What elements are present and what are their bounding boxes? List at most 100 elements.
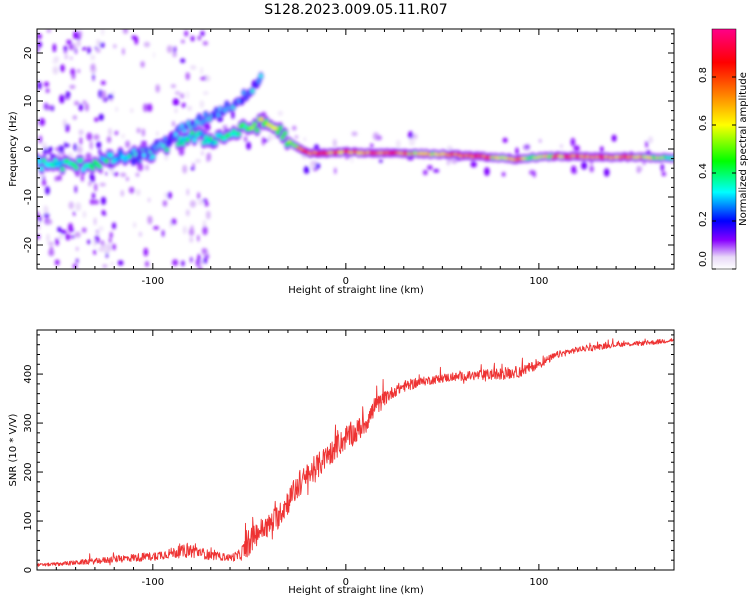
spectrogram-noise-blob bbox=[46, 29, 51, 33]
spectrogram-energy bbox=[37, 29, 674, 269]
spectrogram-noise-blob bbox=[122, 48, 125, 55]
spectrogram-noise-blob bbox=[660, 163, 664, 172]
snr-frame bbox=[36, 329, 675, 571]
spectrogram-noise-blob bbox=[433, 169, 440, 173]
spectrogram-noise-blob bbox=[502, 137, 508, 143]
spectrogram-noise-blob bbox=[62, 151, 65, 157]
spectrogram-ridge-blob bbox=[37, 159, 42, 165]
spectrogram-noise-blob bbox=[136, 127, 141, 134]
spectrogram-noise-blob bbox=[91, 63, 96, 71]
spectrogram-noise-blob bbox=[122, 29, 129, 35]
spectrogram-noise-blob bbox=[130, 108, 134, 113]
spectrogram-noise-blob bbox=[190, 35, 195, 42]
spectrogram-branch-blob bbox=[216, 112, 221, 118]
spectrogram-noise-blob bbox=[64, 54, 68, 60]
spectrogram-noise-blob bbox=[73, 31, 79, 40]
spectrogram-noise-blob bbox=[93, 239, 97, 248]
colorbar-tick-label: 0.0 bbox=[698, 251, 709, 267]
spectrogram-noise-blob bbox=[46, 233, 50, 243]
spectrogram-noise-blob bbox=[189, 236, 194, 243]
spectrogram-noise-blob bbox=[77, 69, 80, 73]
spectrogram-noise-blob bbox=[63, 50, 67, 54]
spectrogram-noise-blob bbox=[172, 52, 177, 58]
spectrogram-noise-blob bbox=[143, 247, 148, 257]
colorbar-tick-label: 0.6 bbox=[698, 115, 709, 131]
spectrogram-noise-blob bbox=[167, 191, 172, 199]
spectrogram-ridge-blob bbox=[275, 130, 281, 135]
spectrogram-noise-blob bbox=[190, 256, 193, 263]
spectrogram-noise-blob bbox=[126, 177, 129, 181]
spectrogram-noise-blob bbox=[125, 140, 130, 149]
spectrogram-noise-blob bbox=[68, 223, 73, 232]
spectrogram-branch-blob bbox=[197, 115, 202, 120]
spectrogram-noise-blob bbox=[197, 253, 201, 263]
spectrogram-branch-blob bbox=[222, 107, 227, 113]
spectrogram-ridge-blob bbox=[259, 116, 264, 122]
snr-y-axis-label: SNR (10 * V/V) bbox=[8, 413, 19, 486]
spectrogram-noise-blob bbox=[147, 215, 153, 225]
spectrogram-noise-blob bbox=[98, 226, 104, 232]
spectrogram-ridge-blob bbox=[53, 158, 58, 164]
spectrogram-noise-blob bbox=[48, 249, 55, 257]
spectrogram-ridge-blob bbox=[250, 125, 255, 131]
spectrogram-noise-blob bbox=[60, 64, 65, 73]
colorbar-label: Normalized spectral amplitude bbox=[738, 72, 749, 226]
spectrogram-noise-blob bbox=[262, 138, 269, 143]
spectrogram-noise-blob bbox=[105, 172, 108, 176]
spectrogram-ridge-blob bbox=[252, 121, 257, 127]
spectrogram-noise-blob bbox=[178, 147, 185, 156]
spectrogram-noise-blob bbox=[637, 166, 643, 171]
spectrogram-ridge-blob bbox=[180, 140, 186, 146]
spectrogram-noise-blob bbox=[43, 205, 49, 214]
spectrogram-noise-blob bbox=[180, 58, 186, 63]
spectrogram-noise-blob bbox=[112, 222, 116, 230]
spectrogram-noise-blob bbox=[189, 200, 196, 208]
spectrogram-y-tick-label: -10 bbox=[23, 189, 34, 205]
spectrogram-noise-blob bbox=[65, 233, 71, 241]
spectrogram-branch-blob bbox=[201, 119, 206, 124]
spectrogram-noise-blob bbox=[202, 226, 208, 236]
spectrogram-noise-blob bbox=[46, 219, 53, 225]
spectrogram-noise-blob bbox=[82, 100, 87, 105]
spectrogram-noise-blob bbox=[39, 118, 45, 126]
spectrogram-noise-blob bbox=[70, 56, 73, 60]
spectrogram-noise-blob bbox=[182, 226, 187, 235]
spectrogram-noise-blob bbox=[42, 175, 45, 182]
spectrogram-noise-blob bbox=[524, 145, 530, 149]
spectrogram-noise-blob bbox=[174, 91, 180, 95]
spectrogram-noise-blob bbox=[101, 196, 106, 205]
spectrogram-ridge-blob bbox=[164, 147, 169, 153]
spectrogram-noise-blob bbox=[48, 241, 54, 246]
spectrogram-noise-blob bbox=[603, 168, 610, 177]
spectrogram-ridge-blob bbox=[41, 158, 47, 163]
spectrogram-y-tick-label: 20 bbox=[23, 47, 34, 60]
spectrogram-noise-blob bbox=[78, 30, 82, 38]
spectrogram-marks bbox=[37, 29, 674, 269]
spectrogram-x-tick-label: 0 bbox=[343, 276, 349, 287]
spectrogram-noise-blob bbox=[81, 227, 87, 233]
spectrogram-noise-blob bbox=[200, 30, 205, 37]
spectrogram-noise-blob bbox=[110, 97, 113, 102]
spectrogram-noise-blob bbox=[65, 123, 70, 133]
snr-x-tick-label: 100 bbox=[529, 577, 548, 588]
spectrogram-ridge-blob bbox=[282, 130, 288, 136]
spectrogram-noise-blob bbox=[75, 202, 81, 212]
spectrogram-ridge-blob bbox=[90, 165, 95, 171]
spectrogram-noise-blob bbox=[375, 135, 382, 141]
spectrogram-noise-blob bbox=[105, 252, 109, 259]
spectrogram-noise-blob bbox=[110, 261, 114, 266]
colorbar: 0.0 0.2 0.4 0.6 0.8 Normalized spectral ampl… bbox=[698, 28, 749, 270]
spectrogram-noise-blob bbox=[38, 135, 43, 144]
snr-y-tick-label: 300 bbox=[23, 414, 34, 433]
spectrogram-x-tick-label: -100 bbox=[141, 276, 164, 287]
spectrogram-noise-blob bbox=[143, 41, 150, 48]
spectrogram-noise-blob bbox=[69, 43, 74, 51]
spectrogram-noise-blob bbox=[379, 159, 383, 163]
spectrogram-noise-blob bbox=[187, 105, 193, 111]
spectrogram-noise-blob bbox=[68, 201, 74, 210]
spectrogram-noise-blob bbox=[63, 118, 67, 128]
spectrogram-noise-blob bbox=[192, 163, 195, 167]
spectrogram-ridge-blob bbox=[278, 125, 283, 131]
spectrogram-noise-blob bbox=[73, 211, 76, 216]
